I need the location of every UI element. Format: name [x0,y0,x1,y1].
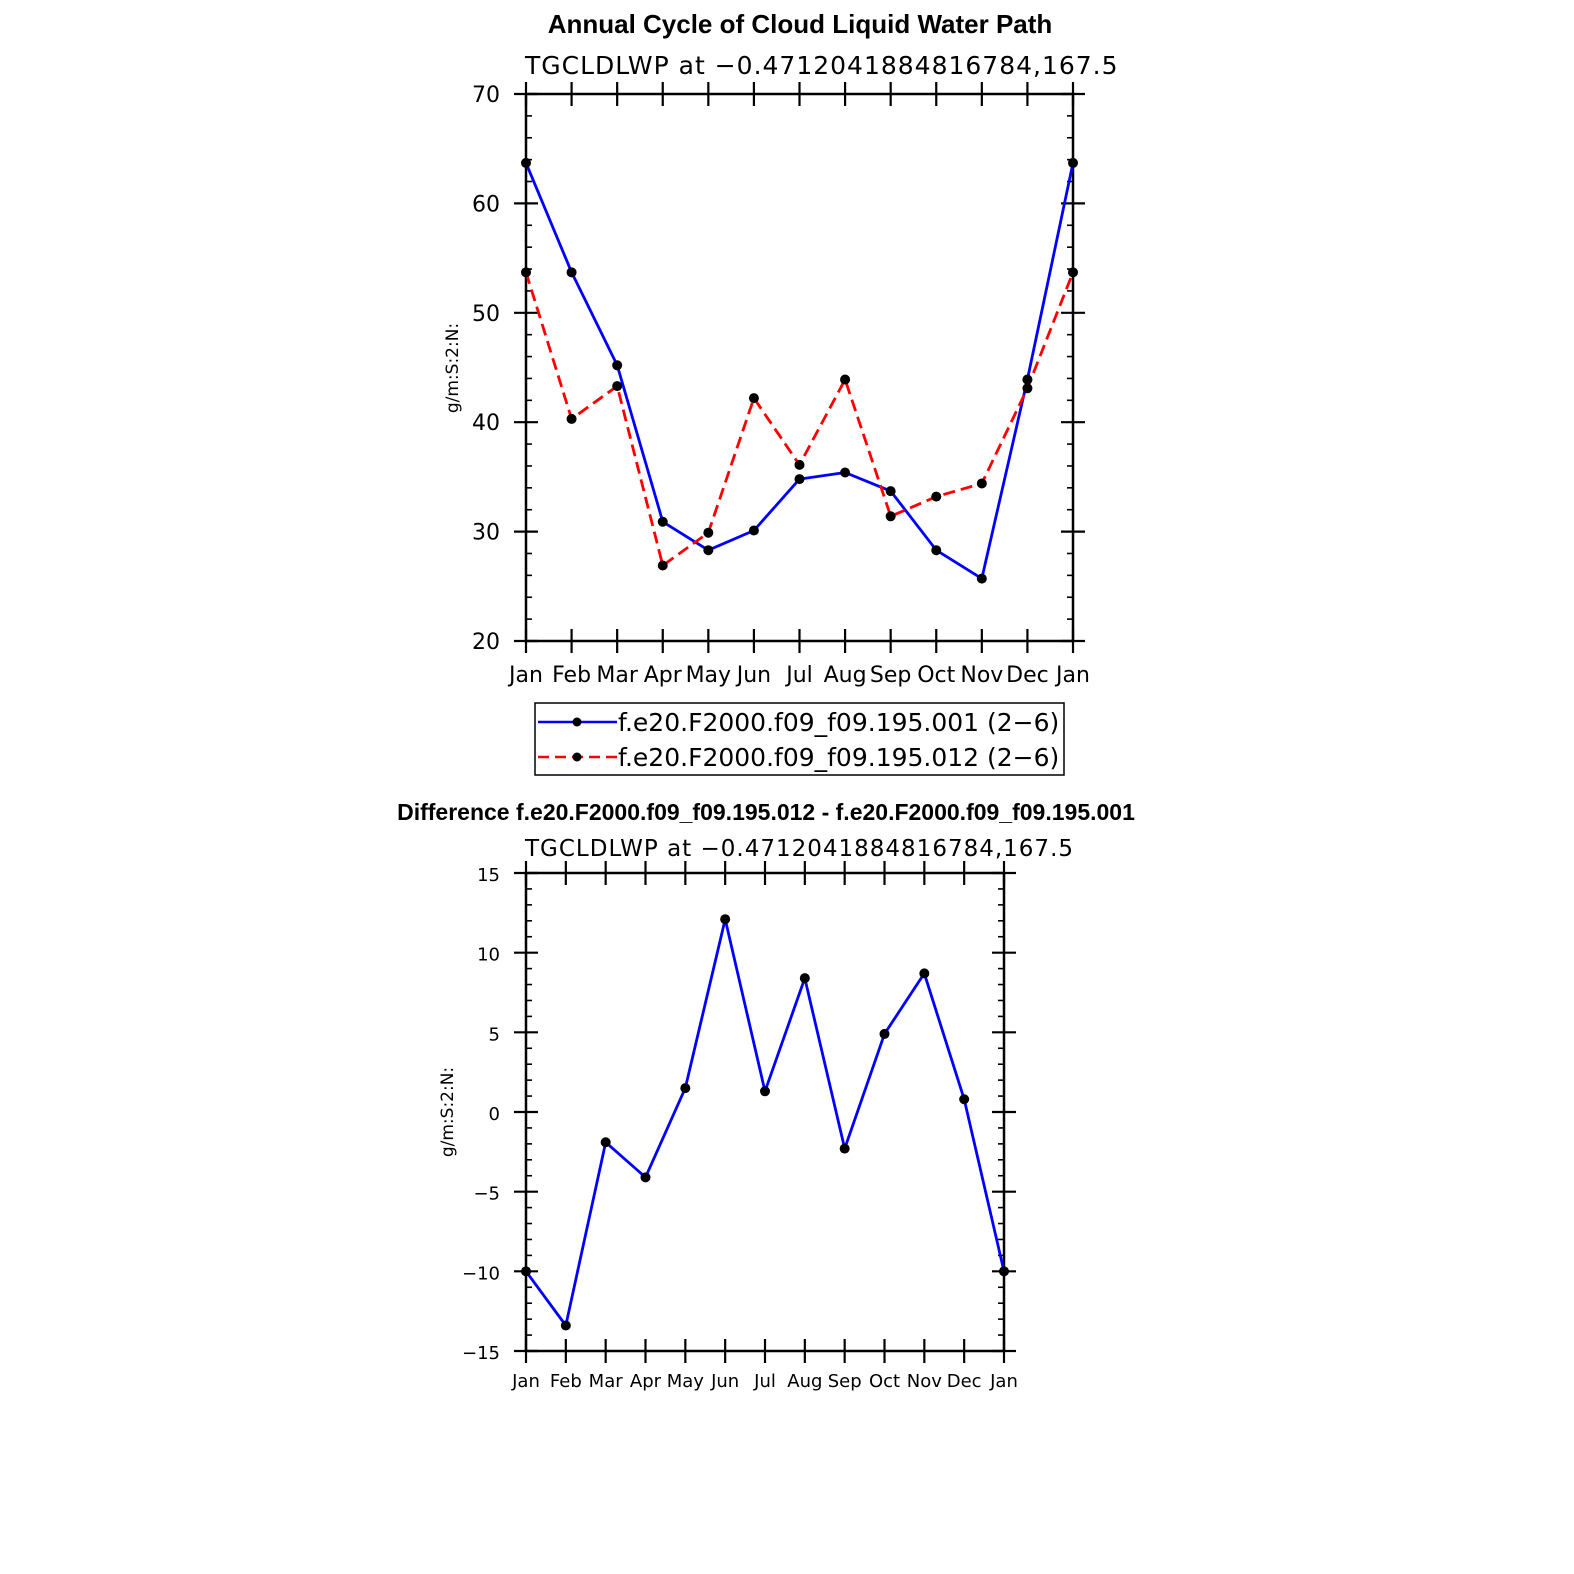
y-tick-label: 70 [472,83,500,108]
chart2-title: Difference f.e20.F2000.f09_f09.195.012 -… [397,799,1135,825]
data-point-series-2 [885,511,896,522]
data-point-series-1 [879,1028,890,1039]
data-point-series-1 [840,467,851,478]
data-point-series-1 [885,486,896,497]
x-tick-label: Dec [1006,663,1049,688]
x-tick-label: Sep [870,663,911,688]
chart1-y-axis-label: g/m:S:2:N: [443,323,463,413]
y-tick-label: −10 [462,1263,500,1284]
data-point-series-1 [799,973,810,984]
x-tick-label: May [686,663,731,688]
x-tick-label: Jul [784,663,813,688]
y-tick-label: 15 [477,865,500,886]
data-point-series-1 [566,267,577,278]
y-tick-label: −15 [462,1343,500,1364]
data-point-series-1 [931,545,942,556]
x-tick-label: Aug [824,663,867,688]
x-tick-label: Jan [507,663,543,688]
x-tick-label: Jun [735,663,771,688]
x-tick-label: Aug [787,1371,822,1392]
x-tick-label: Mar [589,1371,624,1392]
data-point-series-2 [976,478,987,489]
y-tick-label: 40 [472,411,500,436]
data-point-series-1 [748,525,759,536]
data-point-series-1 [720,914,731,925]
data-point-series-1 [640,1172,651,1183]
data-point-series-1 [1068,157,1078,168]
x-tick-label: May [667,1371,705,1392]
legend-marker-solid [572,717,582,727]
data-point-series-1 [600,1137,611,1148]
chart1-title: Annual Cycle of Cloud Liquid Water Path [548,9,1053,39]
y-tick-label: 0 [489,1104,500,1125]
x-tick-label: Jan [1054,663,1090,688]
x-tick-label: Oct [917,663,955,688]
data-point-series-1 [1022,374,1033,385]
x-tick-label: Jan [511,1371,540,1392]
data-point-series-1 [612,360,623,371]
data-point-series-1 [521,1266,531,1277]
x-tick-label: Oct [869,1371,900,1392]
data-point-series-1 [680,1083,691,1094]
chart1-legend: f.e20.F2000.f09_f09.195.001 (2−6) f.e20.… [534,702,1065,776]
chart1-points [521,157,1078,584]
chart2-points [521,914,1009,1331]
data-point-series-1 [919,968,930,979]
x-tick-label: Apr [644,663,683,688]
data-point-series-2 [566,413,577,424]
x-tick-label: Jul [753,1371,776,1392]
legend-box [534,702,1065,776]
data-point-series-2 [748,393,759,404]
x-tick-label: Feb [552,663,591,688]
data-point-series-1 [794,474,805,485]
data-point-series-2 [840,374,851,385]
data-point-series-2 [1022,383,1033,394]
y-tick-label: −5 [473,1184,500,1205]
data-point-series-1 [999,1266,1009,1277]
y-tick-label: 5 [489,1024,500,1045]
legend-label-series-1: f.e20.F2000.f09_f09.195.001 (2−6) [618,708,1059,737]
x-tick-label: Apr [630,1371,662,1392]
data-point-series-1 [839,1143,850,1154]
y-tick-label: 20 [472,630,500,655]
x-tick-label: Sep [828,1371,862,1392]
x-tick-label: Nov [907,1371,942,1392]
data-point-series-1 [703,545,714,556]
x-tick-label: Feb [550,1371,582,1392]
data-point-series-2 [657,560,668,571]
data-point-series-1 [657,516,668,527]
x-tick-label: Jun [710,1371,739,1392]
legend-marker-dashed [572,752,582,762]
data-point-series-1 [760,1086,770,1097]
x-tick-label: Nov [960,663,1003,688]
chart2-y-axis-label: g/m:S:2:N: [438,1067,458,1157]
data-point-series-1 [959,1094,970,1105]
chart2-axes: −15 −10 −5 0 5 10 15 Jan Feb Mar Apr May Jun Jul Aug Se… [462,861,1018,1392]
data-point-series-2 [794,459,805,470]
legend-label-series-2: f.e20.F2000.f09_f09.195.012 (2−6) [618,743,1059,772]
chart1-subtitle: TGCLDLWP at −0.4712041884816784,167.5 [524,51,1119,80]
y-tick-label: 30 [472,521,500,546]
x-tick-label: Mar [596,663,638,688]
chart1-axes: 20 30 40 50 60 70 Jan Feb Mar Apr May Jun Jul Aug Sep O… [472,82,1090,688]
chart2-subtitle: TGCLDLWP at −0.4712041884816784,167.5 [524,836,1074,862]
data-point-series-2 [521,267,531,278]
difference-chart: Difference f.e20.F2000.f09_f09.195.012 -… [397,799,1135,1392]
y-tick-label: 10 [477,945,500,966]
annual-cycle-chart: Annual Cycle of Cloud Liquid Water Path … [443,9,1119,776]
data-point-series-2 [931,491,942,502]
y-tick-label: 50 [472,302,500,327]
x-tick-label: Dec [947,1371,982,1392]
data-point-series-1 [521,157,531,168]
data-point-series-1 [560,1320,571,1331]
data-point-series-2 [612,381,623,392]
data-point-series-2 [1068,267,1078,278]
data-point-series-1 [976,573,987,584]
y-tick-label: 60 [472,192,500,217]
data-point-series-2 [703,527,714,538]
x-tick-label: Jan [989,1371,1018,1392]
